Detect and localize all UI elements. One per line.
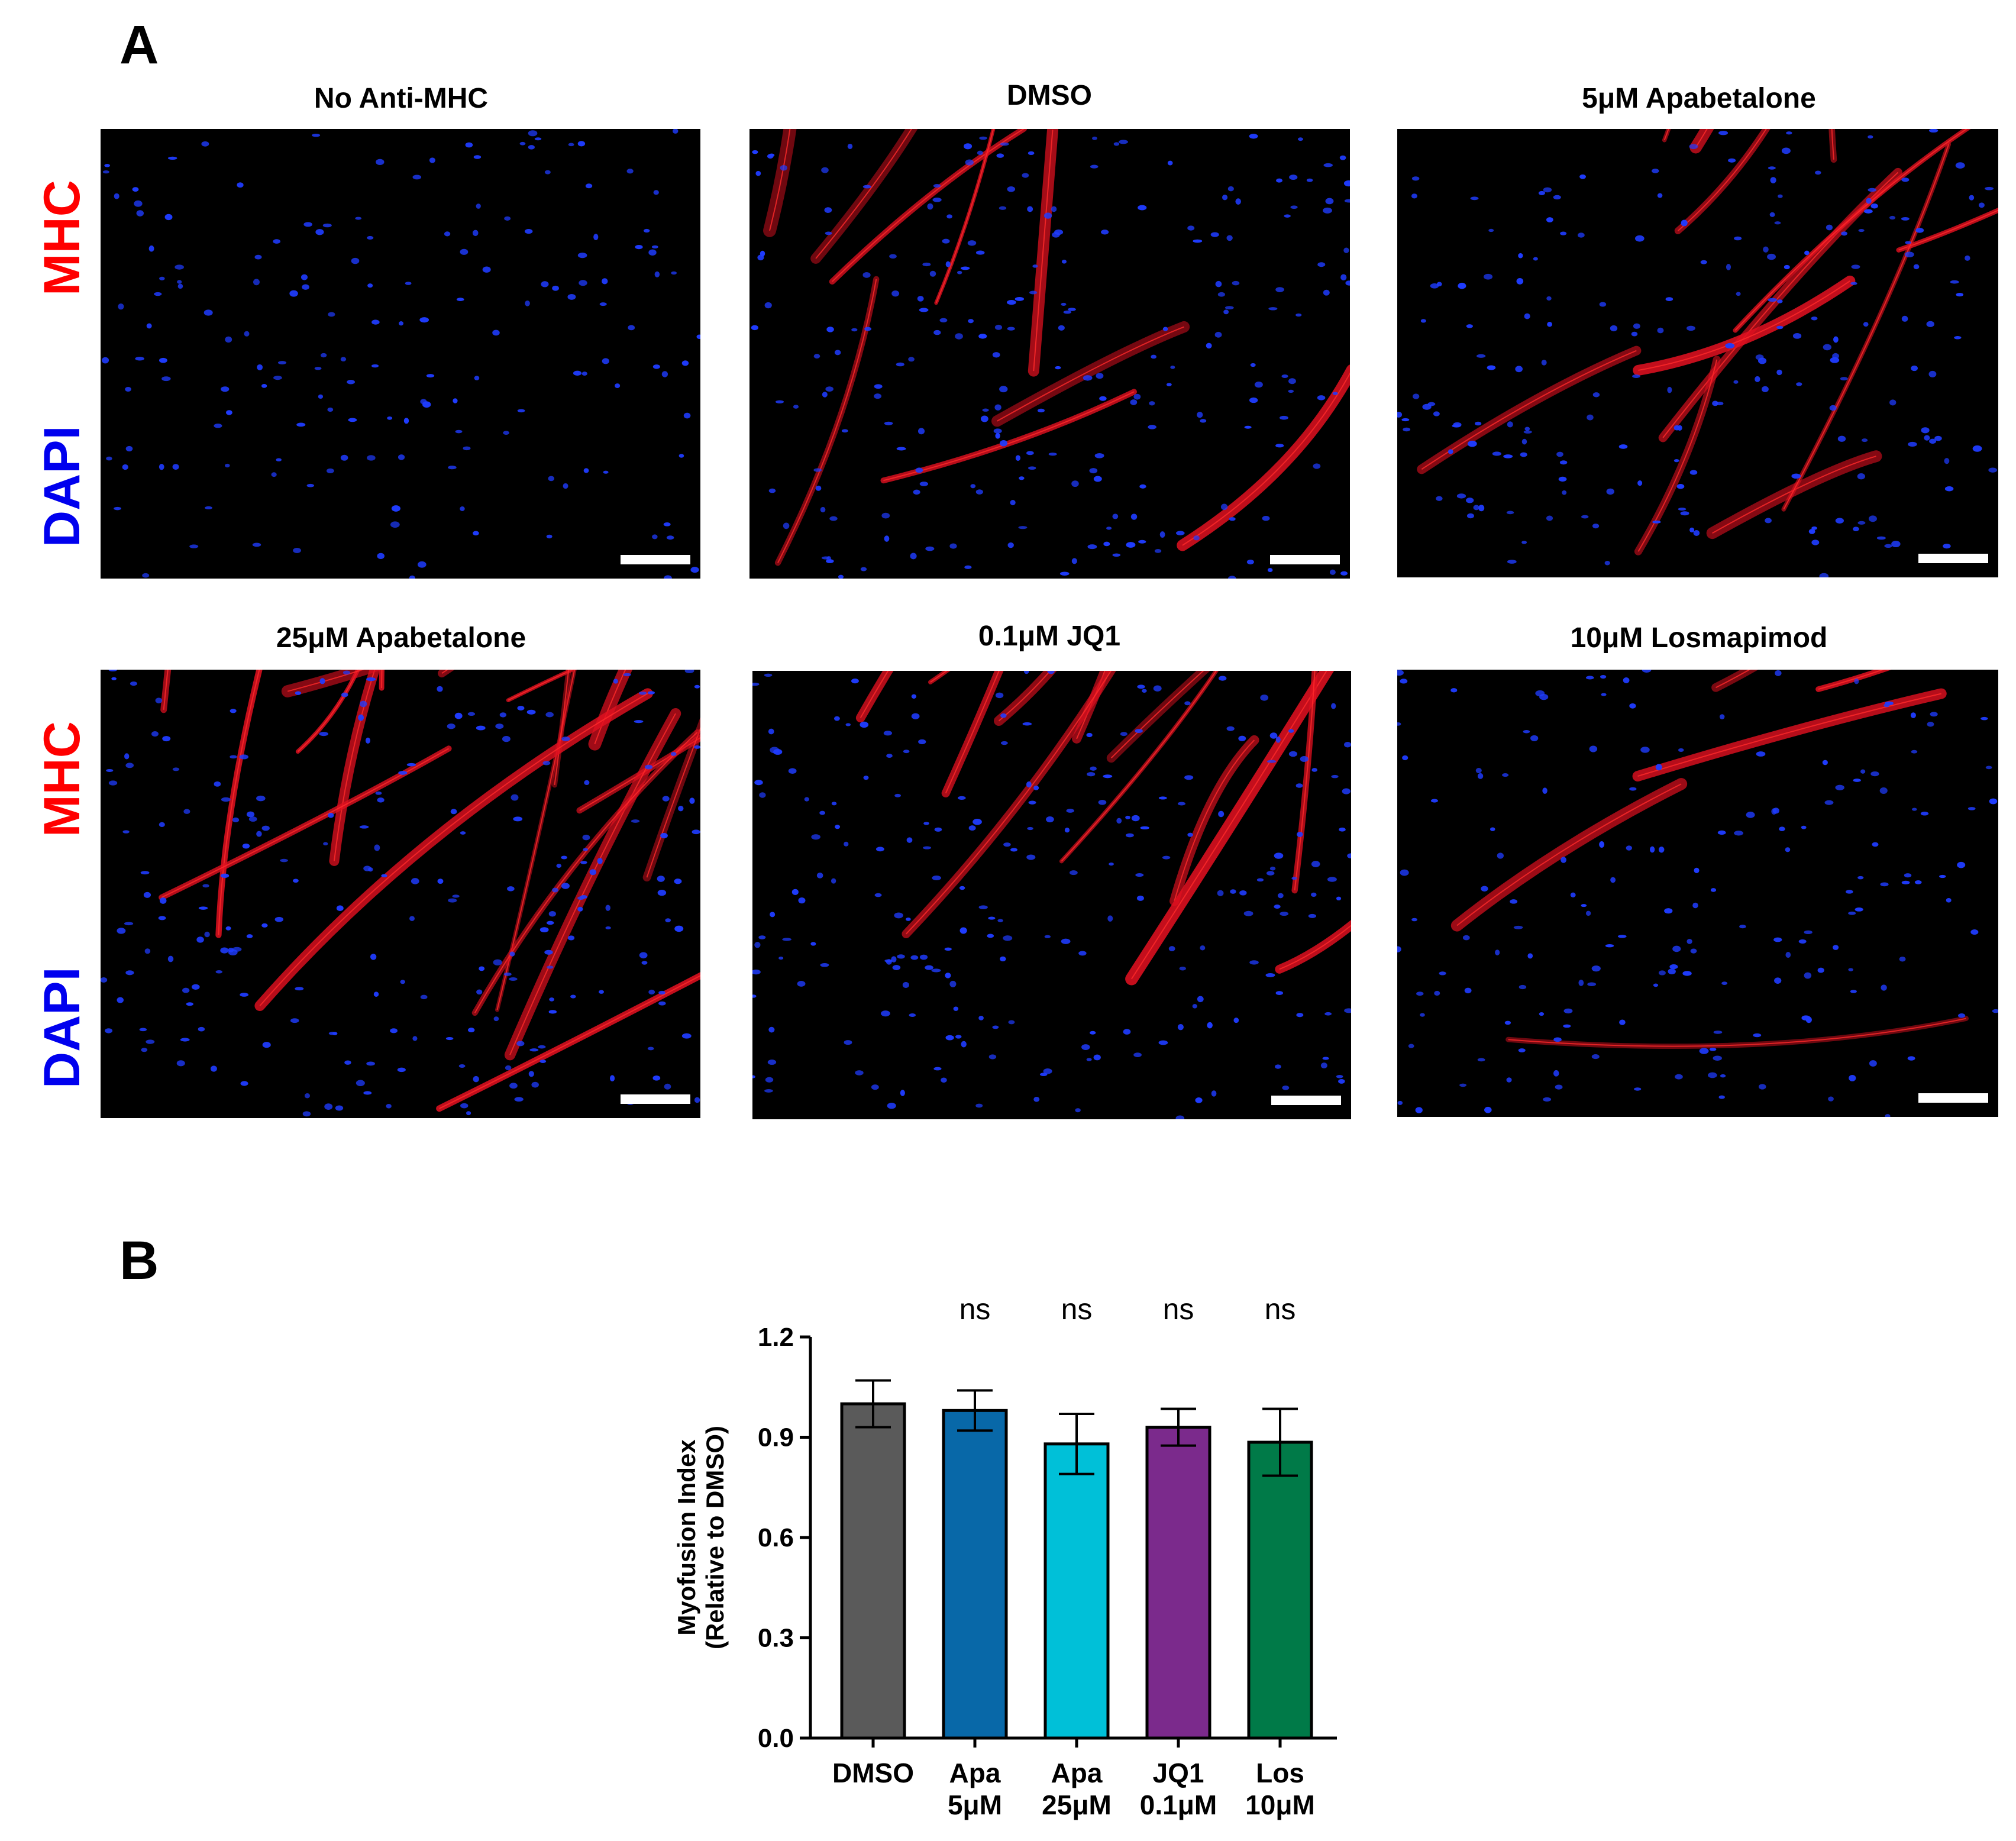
- scale-bar: [621, 1094, 690, 1104]
- scale-bar: [1918, 554, 1988, 563]
- y-tick-label: 0.0: [758, 1724, 794, 1753]
- bar: [1145, 1426, 1211, 1740]
- scale-bar: [1918, 1093, 1988, 1103]
- image-title-1: No Anti-MHC: [314, 83, 489, 114]
- fluorescence-texture: [101, 129, 700, 579]
- image-title-3: 5μM Apabetalone: [1582, 83, 1816, 114]
- image-title-4: 25μM Apabetalone: [276, 622, 526, 654]
- micrograph-10um-losmapimod: [1397, 670, 1998, 1117]
- row1-mhc-label: MHC: [34, 180, 91, 296]
- scale-bar: [1270, 555, 1340, 564]
- x-tick-label: JQ1 0.1μM: [1140, 1758, 1217, 1820]
- y-tick-label: 0.9: [758, 1423, 794, 1452]
- y-tick-label: 0.3: [758, 1624, 794, 1653]
- row2-dapi-label: DAPI: [34, 967, 91, 1089]
- scale-bar: [621, 555, 690, 564]
- row1-dapi-label: DAPI: [34, 425, 91, 547]
- micrograph-no-anti-mhc: [101, 129, 700, 579]
- x-tick-label: DMSO: [832, 1758, 914, 1788]
- fluorescence-texture: [749, 129, 1350, 579]
- fluorescence-texture: [752, 671, 1351, 1119]
- significance-label: ns: [1265, 1293, 1296, 1326]
- y-axis-label: Myofusion Index(Relative to DMSO): [673, 1426, 729, 1649]
- micrograph-0-1um-jq1: [752, 671, 1351, 1119]
- y-tick-label: 0.6: [758, 1523, 794, 1552]
- micrograph-25um-apabetalone: [101, 670, 700, 1118]
- micrograph-dmso: [749, 129, 1350, 579]
- myofusion-bar-chart: Myofusion Index(Relative to DMSO) 0.0 0.3 0…: [673, 1293, 1337, 1820]
- image-title-6: 10μM Losmapimod: [1570, 622, 1828, 654]
- row2-mhc-label: MHC: [34, 721, 91, 837]
- scale-bar: [1271, 1096, 1341, 1105]
- panel-b-label: B: [119, 1230, 159, 1291]
- image-title-5: 0.1μM JQ1: [978, 621, 1121, 652]
- fluorescence-texture: [1397, 670, 1998, 1117]
- panel-a-label: A: [119, 15, 159, 75]
- fluorescence-texture: [101, 670, 700, 1118]
- significance-label: ns: [1061, 1293, 1093, 1326]
- significance-label: ns: [959, 1293, 991, 1326]
- fluorescence-texture: [1397, 129, 1998, 577]
- x-tick-label: Apa 5μM: [948, 1758, 1002, 1820]
- x-tick-label: Los 10μM: [1245, 1758, 1315, 1820]
- bar: [942, 1409, 1008, 1740]
- x-tick-label: Apa 25μM: [1042, 1758, 1112, 1820]
- image-title-2: DMSO: [1007, 80, 1092, 111]
- y-tick-label: 1.2: [758, 1323, 794, 1352]
- micrograph-5um-apabetalone: [1397, 129, 1998, 577]
- bar: [1247, 1440, 1313, 1740]
- bar: [1043, 1442, 1110, 1740]
- significance-label: ns: [1163, 1293, 1194, 1326]
- bar: [840, 1402, 906, 1740]
